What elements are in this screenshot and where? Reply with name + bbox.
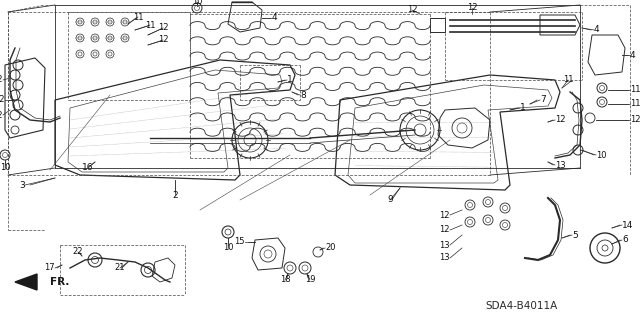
Text: 12: 12	[0, 76, 3, 85]
Text: 10: 10	[223, 243, 233, 253]
Text: 13: 13	[440, 241, 450, 249]
Text: 14: 14	[622, 220, 634, 229]
Text: 11: 11	[630, 85, 640, 94]
Text: 3: 3	[19, 181, 25, 189]
Text: 18: 18	[280, 276, 291, 285]
Text: 4: 4	[272, 13, 278, 23]
Text: 6: 6	[622, 235, 628, 244]
Text: 7: 7	[540, 95, 546, 105]
Text: 15: 15	[234, 238, 245, 247]
Text: 13: 13	[555, 160, 566, 169]
Text: 10: 10	[0, 164, 10, 173]
Text: 8: 8	[300, 91, 306, 100]
Text: 9: 9	[387, 196, 393, 204]
Text: 20: 20	[325, 243, 335, 253]
Text: 4: 4	[630, 50, 636, 60]
Text: 17: 17	[44, 263, 55, 272]
Text: 16: 16	[83, 164, 93, 173]
Text: 12: 12	[440, 211, 450, 219]
Text: 12: 12	[157, 24, 168, 33]
Text: 10: 10	[596, 151, 607, 160]
Text: 12: 12	[630, 115, 640, 124]
Text: 12: 12	[555, 115, 566, 124]
Text: 11: 11	[630, 100, 640, 108]
Text: 12: 12	[407, 5, 417, 14]
Text: 11: 11	[563, 76, 573, 85]
Text: 4: 4	[594, 26, 600, 34]
Text: 2: 2	[172, 190, 178, 199]
Text: SDA4-B4011A: SDA4-B4011A	[485, 301, 557, 311]
Text: 5: 5	[572, 231, 578, 240]
Text: 1: 1	[520, 103, 525, 113]
Text: 19: 19	[305, 276, 316, 285]
Text: 12: 12	[440, 226, 450, 234]
Text: 11: 11	[145, 20, 156, 29]
Text: 12: 12	[467, 4, 477, 12]
Text: 10: 10	[192, 0, 202, 6]
Polygon shape	[15, 274, 37, 290]
Text: 22: 22	[73, 248, 83, 256]
Text: FR.: FR.	[50, 277, 69, 287]
Text: 12: 12	[0, 95, 5, 105]
Text: 12: 12	[157, 35, 168, 44]
Text: 11: 11	[132, 12, 143, 21]
Text: 1: 1	[287, 76, 292, 85]
Text: 12: 12	[0, 110, 3, 120]
Text: 21: 21	[115, 263, 125, 272]
Text: 13: 13	[440, 254, 450, 263]
